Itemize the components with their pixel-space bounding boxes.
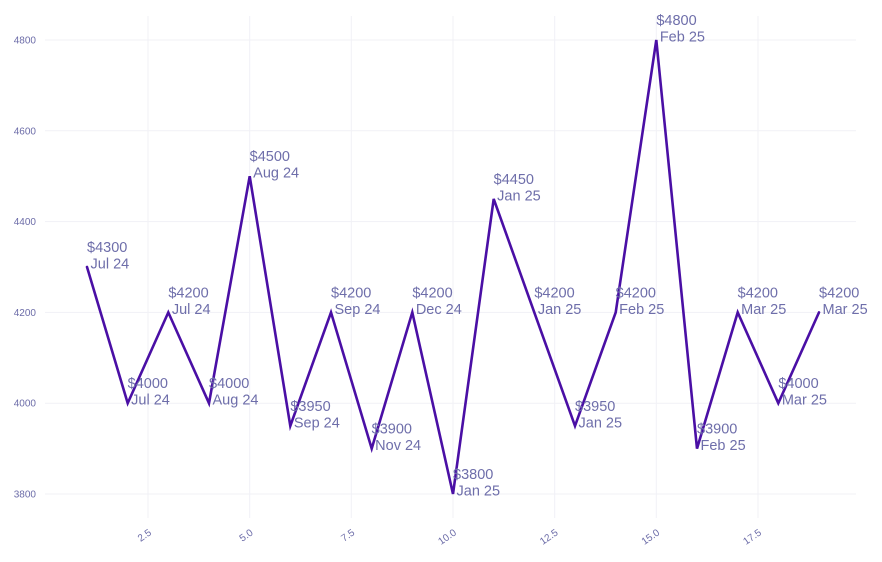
month-label: Jan 25 — [579, 415, 623, 431]
month-label: Feb 25 — [660, 30, 705, 46]
month-label: Jan 25 — [538, 302, 582, 318]
month-label: Mar 25 — [823, 302, 868, 318]
month-label: Dec 24 — [416, 302, 462, 318]
month-label: Aug 24 — [253, 166, 299, 182]
price-label: $4000 — [209, 376, 249, 392]
x-tick-label: 2.5 — [136, 527, 154, 544]
price-label: $4500 — [250, 149, 290, 165]
y-tick-label: 4800 — [14, 36, 37, 47]
price-label: $4450 — [494, 172, 534, 188]
month-label: Feb 25 — [701, 438, 746, 454]
x-tick-label: 15.0 — [640, 527, 663, 547]
price-label: $4200 — [331, 285, 371, 301]
y-tick-label: 4400 — [14, 217, 37, 228]
month-label: Feb 25 — [619, 302, 664, 318]
y-tick-label: 4200 — [14, 308, 37, 319]
month-label: Mar 25 — [782, 393, 827, 409]
y-tick-label: 3800 — [14, 490, 37, 501]
price-label: $4200 — [616, 285, 656, 301]
price-label: $4200 — [738, 285, 778, 301]
month-label: Jan 25 — [457, 484, 501, 500]
price-label: $4200 — [819, 285, 859, 301]
x-tick-label: 10.0 — [436, 527, 459, 547]
price-label: $4300 — [87, 240, 127, 256]
y-tick-label: 4000 — [14, 399, 37, 410]
month-label: Jul 24 — [91, 257, 130, 273]
month-label: Sep 24 — [294, 415, 340, 431]
price-label: $4200 — [412, 285, 452, 301]
month-label: Nov 24 — [375, 438, 421, 454]
axes: 3800 4000 4200 4400 4600 4800 2.5 5.0 7.5 10.0 12.… — [14, 36, 764, 548]
x-tick-label: 17.5 — [741, 527, 764, 547]
month-label: Mar 25 — [741, 302, 786, 318]
month-label: Aug 24 — [213, 393, 259, 409]
x-tick-label: 12.5 — [538, 527, 561, 547]
month-label: Jan 25 — [497, 188, 541, 204]
price-label: $3950 — [575, 399, 615, 415]
price-label: $3900 — [697, 422, 737, 438]
x-tick-label: 7.5 — [339, 527, 357, 544]
price-label: $4200 — [168, 285, 208, 301]
x-tick-label: 5.0 — [238, 527, 256, 544]
price-label: $4200 — [534, 285, 574, 301]
month-label: Jul 24 — [131, 393, 170, 409]
month-label: Jul 24 — [172, 302, 211, 318]
price-label: $3800 — [453, 467, 493, 483]
price-series — [85, 39, 821, 495]
grid — [45, 16, 856, 518]
month-label: Sep 24 — [335, 302, 381, 318]
price-label: $4000 — [128, 376, 168, 392]
series-line — [85, 39, 821, 495]
price-label: $4800 — [656, 13, 696, 29]
y-tick-label: 4600 — [14, 126, 37, 137]
price-label: $3900 — [372, 422, 412, 438]
price-label: $3950 — [290, 399, 330, 415]
price-label: $4000 — [778, 376, 818, 392]
